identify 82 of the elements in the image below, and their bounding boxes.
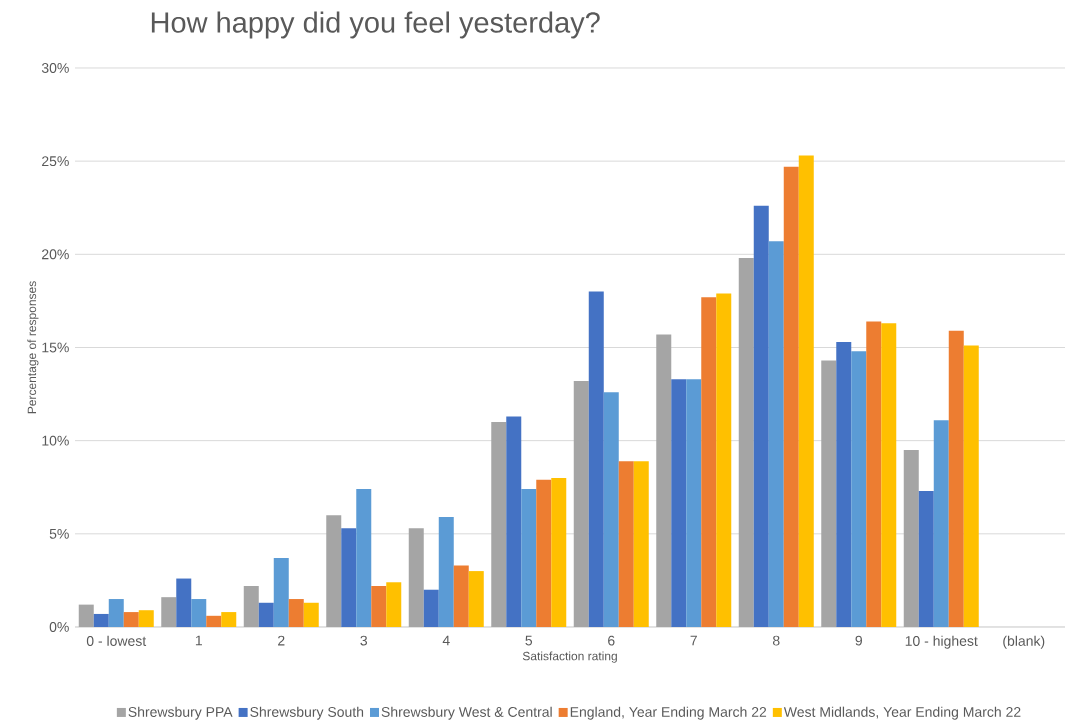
- bar: [326, 515, 342, 627]
- x-tick-label: 8: [772, 635, 780, 646]
- x-tick-label: (blank): [1003, 635, 1045, 649]
- y-tick-label: 0%: [49, 622, 69, 632]
- legend-label: Shrewsbury PPA: [128, 706, 233, 720]
- bar: [918, 490, 934, 627]
- x-tick-label: 10 - highest: [905, 635, 978, 649]
- y-tick-label: 10%: [42, 435, 69, 446]
- x-tick-label: 0 - lowest: [86, 635, 147, 646]
- bar: [273, 558, 289, 627]
- bar: [738, 258, 754, 627]
- bar: [206, 615, 222, 627]
- y-tick-label: 5%: [49, 528, 69, 539]
- bar: [303, 602, 319, 627]
- bar: [506, 416, 522, 627]
- bar: [866, 321, 882, 627]
- y-tick-label: 25%: [42, 156, 69, 167]
- bar: [753, 205, 769, 627]
- bar: [716, 293, 732, 627]
- bar: [423, 589, 439, 627]
- bar: [191, 599, 207, 627]
- bar: [588, 291, 604, 627]
- bar: [881, 323, 897, 627]
- bar: [536, 479, 552, 627]
- y-axis-title: Percentage of responses: [27, 281, 39, 414]
- x-tick-label: 5: [525, 635, 533, 646]
- x-tick-label: 7: [690, 635, 697, 646]
- x-tick-label: 2: [278, 635, 285, 646]
- bar: [288, 599, 304, 627]
- bar: [948, 330, 964, 627]
- bar: [573, 381, 589, 627]
- y-tick-label: 20%: [42, 249, 69, 260]
- bar: [371, 585, 387, 627]
- x-tick-label: 1: [195, 635, 202, 646]
- legend-label: Shrewsbury South: [250, 706, 364, 720]
- bar: [656, 334, 672, 627]
- x-axis-title: Satisfaction rating: [522, 651, 617, 663]
- bar: [521, 489, 537, 627]
- bar: [618, 461, 634, 627]
- bar: [176, 578, 192, 627]
- legend-label: West Midlands, Year Ending March 22: [783, 706, 1021, 720]
- y-tick-label: 30%: [41, 63, 69, 73]
- bar: [93, 613, 109, 627]
- bar: [851, 351, 867, 627]
- bar: [243, 585, 259, 627]
- y-tick-label: 15%: [42, 342, 69, 353]
- bar: [963, 345, 979, 627]
- legend-label: England, Year Ending March 22: [570, 706, 767, 720]
- bar: [438, 517, 454, 627]
- bar: [603, 392, 619, 627]
- legend-label: Shrewsbury West & Central: [381, 706, 552, 720]
- bar: [903, 449, 919, 627]
- bar: [386, 582, 402, 627]
- chart-title: How happy did you feel yesterday?: [151, 11, 600, 39]
- x-tick-label: 4: [442, 635, 450, 646]
- x-tick-label: 3: [360, 635, 368, 646]
- bar: [161, 597, 177, 627]
- bar: [671, 379, 687, 627]
- bar: [408, 528, 424, 627]
- bar: [491, 422, 507, 627]
- bar: [798, 155, 814, 627]
- bar: [221, 612, 237, 627]
- bar: [356, 489, 372, 627]
- bar: [701, 297, 717, 627]
- bar: [768, 241, 784, 627]
- bar: [633, 461, 649, 627]
- bar: [836, 341, 852, 627]
- bar: [341, 528, 357, 627]
- bar: [108, 599, 124, 627]
- bar: [123, 612, 139, 627]
- bar: [933, 420, 949, 627]
- bar: [453, 565, 469, 627]
- bar: [686, 379, 702, 627]
- bar: [783, 166, 799, 627]
- bar: [78, 604, 94, 627]
- bar: [821, 360, 837, 627]
- x-tick-label: 9: [855, 635, 862, 646]
- bar: [138, 610, 154, 627]
- x-tick-label: 6: [608, 635, 615, 646]
- bar: [258, 602, 274, 627]
- bar: [468, 571, 484, 627]
- bar: [551, 477, 567, 627]
